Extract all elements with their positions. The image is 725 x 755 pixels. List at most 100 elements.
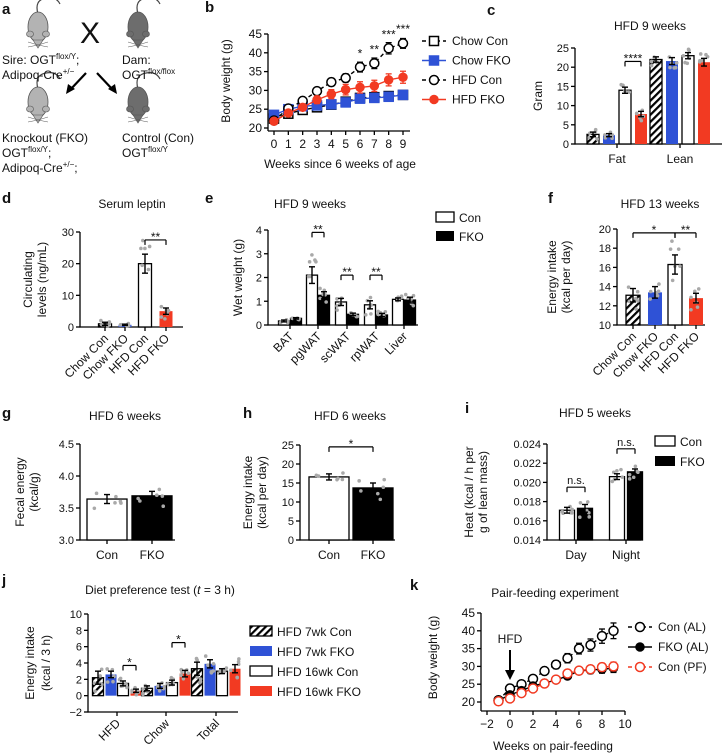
- bar: [635, 114, 647, 144]
- data-point: [157, 689, 162, 693]
- chart-title: HFD 5 weeks: [559, 406, 631, 420]
- x-tick-label: Chow: [141, 716, 173, 748]
- y-tick-label: 10: [557, 101, 569, 113]
- x-tick-label: 3: [314, 137, 321, 151]
- legend-swatch: [436, 231, 454, 241]
- legend-item: HFD 7wk FKO: [250, 645, 354, 659]
- y-tick-label: 15: [557, 81, 569, 93]
- y-axis-label: (kcal/g): [27, 472, 41, 511]
- bar: [626, 471, 644, 541]
- x-tick-label: 7: [371, 137, 378, 151]
- y-axis-label: (kcal / 3 h): [39, 635, 53, 691]
- data-point: [704, 52, 708, 57]
- data-point: [369, 58, 380, 69]
- bar: [229, 668, 241, 696]
- data-point: [685, 61, 690, 66]
- significance-label: **: [151, 230, 161, 244]
- superscript: flox/flox: [148, 67, 175, 76]
- error-bar: [669, 56, 675, 66]
- knockout-genotype: OGTflox/Y;: [2, 145, 51, 160]
- data-point: [654, 290, 659, 295]
- error-bar: [194, 661, 200, 676]
- bar: [689, 298, 703, 325]
- chart-panel-f: f HFD 13 weeks Energy intake (kcal per day)…: [545, 190, 705, 381]
- significance-bracket: *: [328, 437, 374, 452]
- y-tick-label: 20: [462, 695, 476, 709]
- data-point: [587, 515, 592, 519]
- error-bar: [653, 56, 659, 63]
- significance-bracket: *: [632, 223, 676, 238]
- legend-label: Chow FKO: [452, 54, 511, 68]
- data-point: [693, 289, 697, 294]
- data-point: [237, 657, 241, 661]
- y-tick-label: 14: [599, 282, 611, 294]
- data-point: [635, 289, 640, 294]
- sire-genotype: Adipoq-Cre+/−: [2, 67, 75, 82]
- x-axis-label: Weeks since 6 weeks of age: [264, 157, 416, 171]
- legend-label: Con (AL): [658, 620, 706, 634]
- data-point: [562, 668, 573, 679]
- data-point: [198, 679, 203, 684]
- y-tick-label: 1: [256, 296, 262, 308]
- y-tick-label: 25: [557, 43, 569, 55]
- data-point: [608, 625, 619, 637]
- data-point: [698, 52, 703, 56]
- data-point: [326, 89, 337, 99]
- data-point: [527, 683, 539, 694]
- legend-label: FKO (AL): [658, 640, 709, 654]
- data-point: [147, 244, 152, 249]
- whisker: [27, 119, 39, 123]
- arrowhead: [66, 84, 75, 94]
- legend-swatch: [250, 646, 272, 656]
- data-point: [696, 287, 701, 291]
- legend-label: HFD 7wk FKO: [277, 645, 354, 659]
- data-point: [428, 35, 440, 47]
- x-tick-label: 8: [599, 717, 606, 731]
- data-point: [411, 303, 416, 308]
- control-genotype: OGTflox/Y: [122, 145, 169, 160]
- y-tick-label: 30: [62, 227, 74, 239]
- legend-swatch: [250, 686, 272, 696]
- bar: [308, 476, 350, 541]
- significance-bracket: **: [674, 223, 697, 238]
- data-point: [681, 54, 686, 58]
- data-point: [341, 471, 345, 475]
- legend-label: HFD Con: [452, 73, 502, 87]
- x-tick-label: Con: [318, 548, 340, 562]
- significance-label: ***: [396, 22, 410, 36]
- data-point: [620, 475, 625, 479]
- data-point: [634, 111, 639, 116]
- y-tick-label: 35: [462, 642, 476, 656]
- data-point: [397, 89, 409, 101]
- data-point: [195, 675, 200, 679]
- y-tick-label: 30: [249, 83, 263, 97]
- y-tick-label: 18: [599, 243, 611, 255]
- data-point: [297, 102, 308, 113]
- data-point: [163, 317, 167, 321]
- bar: [608, 475, 626, 541]
- chart-title: HFD 6 weeks: [314, 409, 386, 423]
- y-tick-label: 20: [557, 62, 569, 74]
- control-genotype: Control (Con): [122, 131, 194, 145]
- bar: [204, 663, 216, 696]
- y-tick-label: 0.024: [513, 439, 541, 451]
- error-bar: [379, 312, 385, 318]
- y-tick-label: 4.0: [59, 471, 74, 483]
- x-tick-label: Lean: [667, 152, 694, 166]
- y-tick-label: 25: [282, 440, 294, 452]
- x-tick-label: Fat: [608, 152, 626, 166]
- bar: [681, 55, 695, 145]
- y-tick-label: −2: [69, 707, 82, 719]
- x-tick-label: 1: [285, 137, 292, 151]
- y-tick-label: 10: [599, 320, 611, 332]
- data-point: [310, 253, 314, 257]
- data-point: [381, 485, 386, 490]
- data-point: [603, 133, 607, 137]
- superscript: flox/Y: [148, 145, 169, 154]
- data-point: [516, 687, 527, 699]
- text-segment: Sire: OGT: [2, 53, 57, 67]
- data-point: [324, 300, 328, 304]
- data-point: [585, 639, 596, 651]
- data-point: [354, 93, 366, 104]
- legend-item: HFD 7wk Con: [249, 625, 352, 639]
